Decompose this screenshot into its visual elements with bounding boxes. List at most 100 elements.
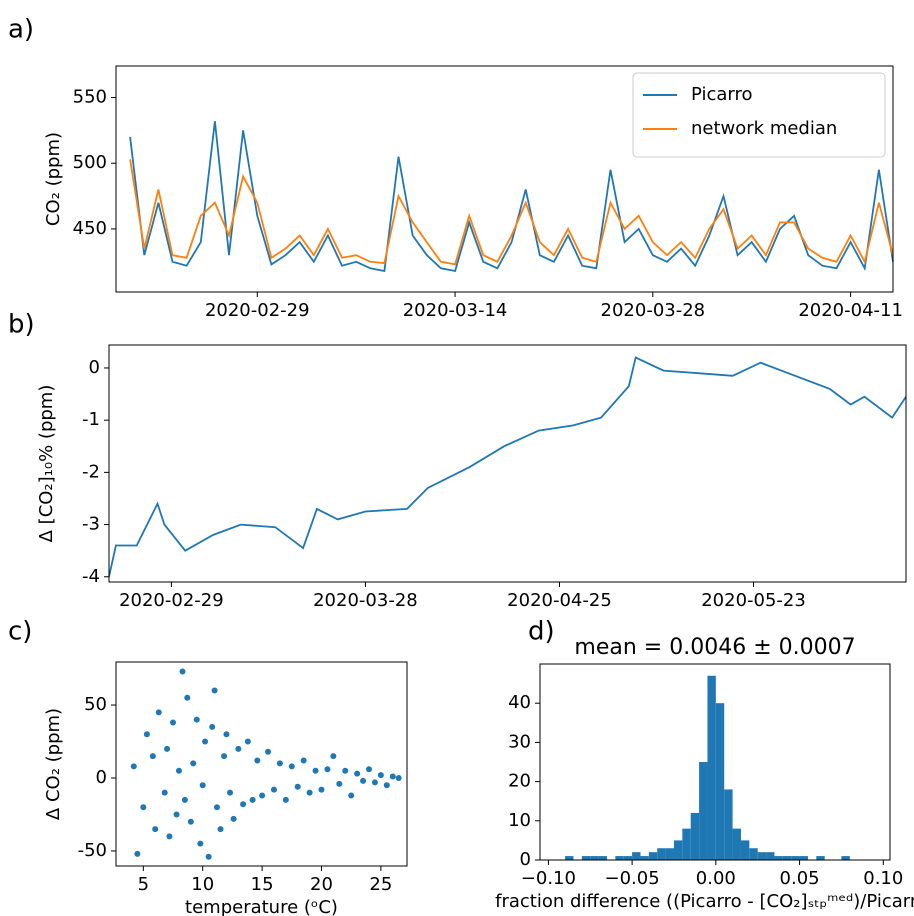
scatter-point [365,766,372,773]
y-tick-label: 0 [96,767,107,788]
legend-label: network median [691,118,837,139]
scatter-point [179,668,186,675]
histogram-bar [632,852,641,860]
histogram-bar [690,812,700,860]
histogram-bar [740,840,750,860]
x-tick-label: −0.05 [605,868,660,889]
scatter-point [190,760,197,767]
y-tick-label: -3 [82,514,100,535]
histogram-bar [682,828,691,860]
scatter-point [181,796,188,803]
y-tick-label: -2 [82,461,100,482]
scatter-point [371,779,378,786]
scatter-point [249,796,256,803]
histogram-bar [590,856,599,860]
panel-label: c) [8,617,32,647]
histogram-bar [648,852,658,860]
y-tick-label: -1 [82,409,100,430]
x-tick-label: 2020-03-14 [403,300,508,321]
legend-box [632,72,886,158]
histogram-bar [565,856,574,860]
histogram-bar [615,856,624,860]
histogram-bar [841,856,850,860]
scatter-point [318,786,325,793]
x-tick-label: 10 [191,874,214,895]
scatter-point [383,782,390,789]
x-tick-label: 2020-02-29 [119,590,224,611]
scatter-point [199,782,206,789]
histogram-bar [715,703,725,860]
scatter-point [342,767,349,774]
x-tick-label: 2020-02-29 [205,300,310,321]
histogram-bar [581,856,591,860]
x-tick-label: 5 [138,874,149,895]
scatter-point [354,770,361,777]
y-tick-label: 20 [508,771,531,792]
scatter-point [288,763,295,770]
histogram-bar [724,789,733,860]
histogram-bar [799,856,808,860]
histogram-bar [782,856,792,860]
scatter-point [348,792,355,799]
x-tick-label: 0.00 [696,868,736,889]
y-tick-label: 30 [508,731,531,752]
scatter-point [184,694,191,701]
legend-label: Picarro [691,84,753,105]
scatter-point [244,738,251,745]
scatter-point [223,731,230,738]
scatter-point [202,738,209,745]
data-line [129,159,894,266]
y-axis-label: Δ [CO₂]₁₀% (ppm) [36,385,57,543]
x-tick-label: 0.10 [863,868,903,889]
histogram-bar [774,856,783,860]
scatter-point [217,826,224,833]
scatter-point [230,815,237,822]
histogram-bar [816,856,825,860]
scatter-point [312,767,319,774]
y-tick-label: 450 [73,218,107,239]
y-tick-label: 0 [520,849,531,870]
y-axis-label: Δ CO₂ (ppm) [43,708,64,820]
scatter-point [197,840,204,847]
histogram-bar [598,856,607,860]
chart-title: mean = 0.0046 ± 0.0007 [574,635,855,660]
plot-frame [539,663,891,861]
y-tick-label: 550 [73,87,107,108]
histogram-bar [707,675,716,860]
scatter-point [235,745,242,752]
panel-label: a) [8,15,34,45]
x-tick-label: 2020-05-23 [701,590,806,611]
scatter-point [173,811,180,818]
histogram-bar [623,856,633,860]
histogram-bar [640,856,649,860]
scatter-point [265,748,272,755]
histogram-bar [699,762,708,860]
scatter-point [164,745,171,752]
histogram-bar [757,852,767,860]
scatter-point [336,780,343,787]
scatter-point [205,853,212,860]
scatter-point [259,792,266,799]
scatter-point [360,777,367,784]
x-axis-label: temperature (ᵒC) [185,897,338,916]
scatter-point [282,796,289,803]
scatter-point [300,757,307,764]
scatter-point [209,723,216,730]
scatter-point [187,818,194,825]
scatter-point [170,719,177,726]
y-tick-label: 0 [89,357,100,378]
scatter-point [294,783,301,790]
scatter-point [140,804,147,811]
x-axis-label: fraction difference ((Picarro - [CO₂]ₛₜₚ… [495,891,914,912]
scatter-point [166,833,173,840]
scatter-point [211,687,218,694]
scatter-point [193,716,200,723]
histogram-bar [673,840,683,860]
histogram-bar [749,848,758,860]
data-line [129,121,894,273]
scatter-point [161,789,168,796]
y-axis-label: CO₂ (ppm) [43,132,64,226]
scatter-point [306,789,313,796]
x-tick-label: 0.05 [780,868,820,889]
